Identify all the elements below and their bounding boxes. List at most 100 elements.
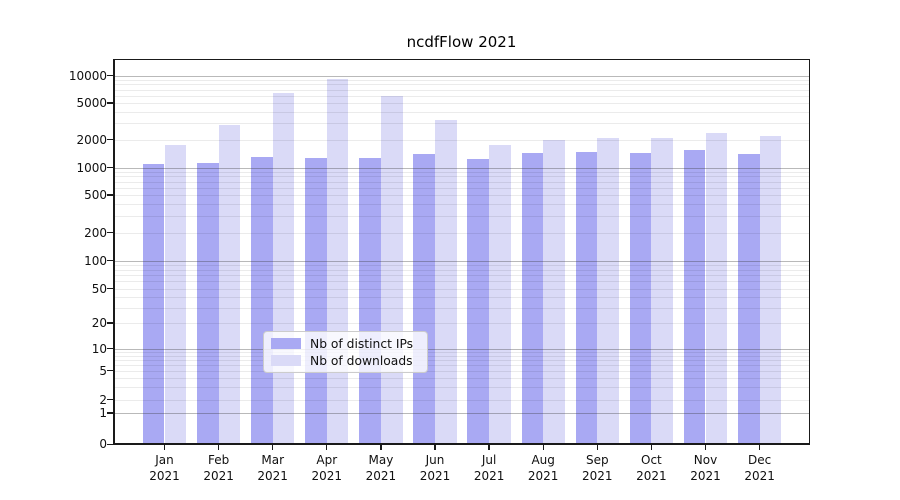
x-tick-label: Apr 2021 <box>311 453 343 483</box>
bar-distinct-ips <box>521 153 544 444</box>
y-tick-mark <box>107 102 114 104</box>
minor-gridline <box>114 111 809 113</box>
bar-distinct-ips <box>251 156 273 444</box>
x-tick-mark <box>217 445 220 450</box>
y-tick-mark <box>107 412 114 414</box>
spine-left <box>113 59 115 445</box>
x-tick-label: Dec 2021 <box>744 453 775 483</box>
bar-downloads <box>435 119 457 444</box>
y-tick-label: 200 <box>84 225 107 240</box>
x-tick-label: Aug 2021 <box>527 453 559 483</box>
major-gridline <box>114 75 809 77</box>
major-gridline <box>114 167 809 169</box>
x-tick-label: Jun 2021 <box>419 453 451 483</box>
major-gridline <box>114 348 809 350</box>
y-tick-label: 5000 <box>76 96 107 110</box>
y-tick-mark <box>107 259 114 262</box>
minor-gridline <box>114 215 809 217</box>
minor-gridline <box>114 364 809 366</box>
minor-gridline <box>114 307 809 309</box>
x-tick-mark <box>758 445 761 450</box>
bar-downloads <box>218 125 241 444</box>
bar-downloads <box>597 137 619 444</box>
minor-gridline <box>114 171 809 173</box>
bar-distinct-ips <box>575 152 598 444</box>
bar-distinct-ips <box>359 158 381 444</box>
x-tick-mark <box>163 445 166 450</box>
x-tick-mark <box>650 445 653 450</box>
x-tick-label: Feb 2021 <box>203 453 234 483</box>
y-tick-label: 20 <box>91 316 107 330</box>
spine-right <box>808 59 811 445</box>
y-tick-label: 0 <box>99 437 107 452</box>
minor-gridline <box>114 95 809 97</box>
spine-bottom <box>113 443 810 446</box>
y-tick-label: 10 <box>91 341 107 356</box>
minor-gridline <box>114 204 809 206</box>
minor-gridline <box>114 355 809 357</box>
minor-gridline <box>114 399 809 401</box>
y-tick-label: 100 <box>84 253 107 268</box>
y-tick-mark <box>107 166 114 169</box>
y-tick-label: 1 <box>99 406 107 420</box>
minor-gridline <box>114 84 809 86</box>
x-tick-mark <box>542 445 544 450</box>
bar-distinct-ips <box>467 159 490 444</box>
y-tick-mark <box>107 194 114 196</box>
minor-gridline <box>114 187 809 189</box>
x-tick-mark <box>704 445 707 450</box>
y-tick-label: 1000 <box>76 160 107 175</box>
plot-area <box>114 60 809 444</box>
x-tick-label: Oct 2021 <box>636 453 667 483</box>
bar-downloads <box>164 145 187 444</box>
minor-gridline <box>114 274 809 276</box>
minor-gridline <box>114 370 809 372</box>
y-tick-mark <box>107 369 114 372</box>
x-tick-label: Sep 2021 <box>582 453 613 483</box>
bar-downloads <box>651 138 674 444</box>
bar-distinct-ips <box>305 157 327 444</box>
bar-downloads <box>705 132 728 444</box>
y-tick-label: 5 <box>99 363 107 378</box>
minor-gridline <box>114 269 809 271</box>
minor-gridline <box>114 281 809 283</box>
minor-gridline <box>114 123 809 125</box>
x-tick-label: May 2021 <box>365 453 397 483</box>
chart-title: ncdfFlow 2021 <box>406 33 517 51</box>
y-tick-label: 500 <box>84 188 107 202</box>
minor-gridline <box>114 323 809 324</box>
bar-distinct-ips <box>683 149 706 444</box>
bar-distinct-ips <box>142 163 165 444</box>
legend-entry: Nb of downloads <box>271 354 421 368</box>
x-tick-label: Jul 2021 <box>473 453 505 483</box>
x-tick-mark <box>326 445 328 450</box>
minor-gridline <box>114 296 809 298</box>
x-tick-label: Mar 2021 <box>257 453 288 483</box>
minor-gridline <box>114 89 809 91</box>
y-tick-label: 50 <box>91 281 107 296</box>
y-tick-mark <box>107 138 114 141</box>
x-tick-label: Jan 2021 <box>149 453 180 483</box>
y-tick-label: 2000 <box>76 132 107 147</box>
minor-gridline <box>114 176 809 178</box>
minor-gridline <box>114 288 809 290</box>
y-tick-label: 2 <box>99 392 107 407</box>
legend-label: Nb of downloads <box>310 353 413 368</box>
minor-gridline <box>114 386 809 388</box>
bar-downloads <box>489 144 511 444</box>
legend-label: Nb of distinct IPs <box>310 336 414 351</box>
spine-top <box>113 58 810 61</box>
y-tick-label: 10000 <box>68 68 107 83</box>
minor-gridline <box>114 359 809 361</box>
y-tick-mark <box>107 398 114 401</box>
minor-gridline <box>114 139 809 141</box>
x-tick-label: Nov 2021 <box>690 453 721 483</box>
bar-distinct-ips <box>629 153 652 444</box>
legend-swatch <box>271 354 301 367</box>
minor-gridline <box>114 103 809 104</box>
major-gridline <box>114 260 809 262</box>
bar-downloads <box>759 136 782 444</box>
legend-entry: Nb of distinct IPs <box>271 337 421 351</box>
minor-gridline <box>114 181 809 183</box>
